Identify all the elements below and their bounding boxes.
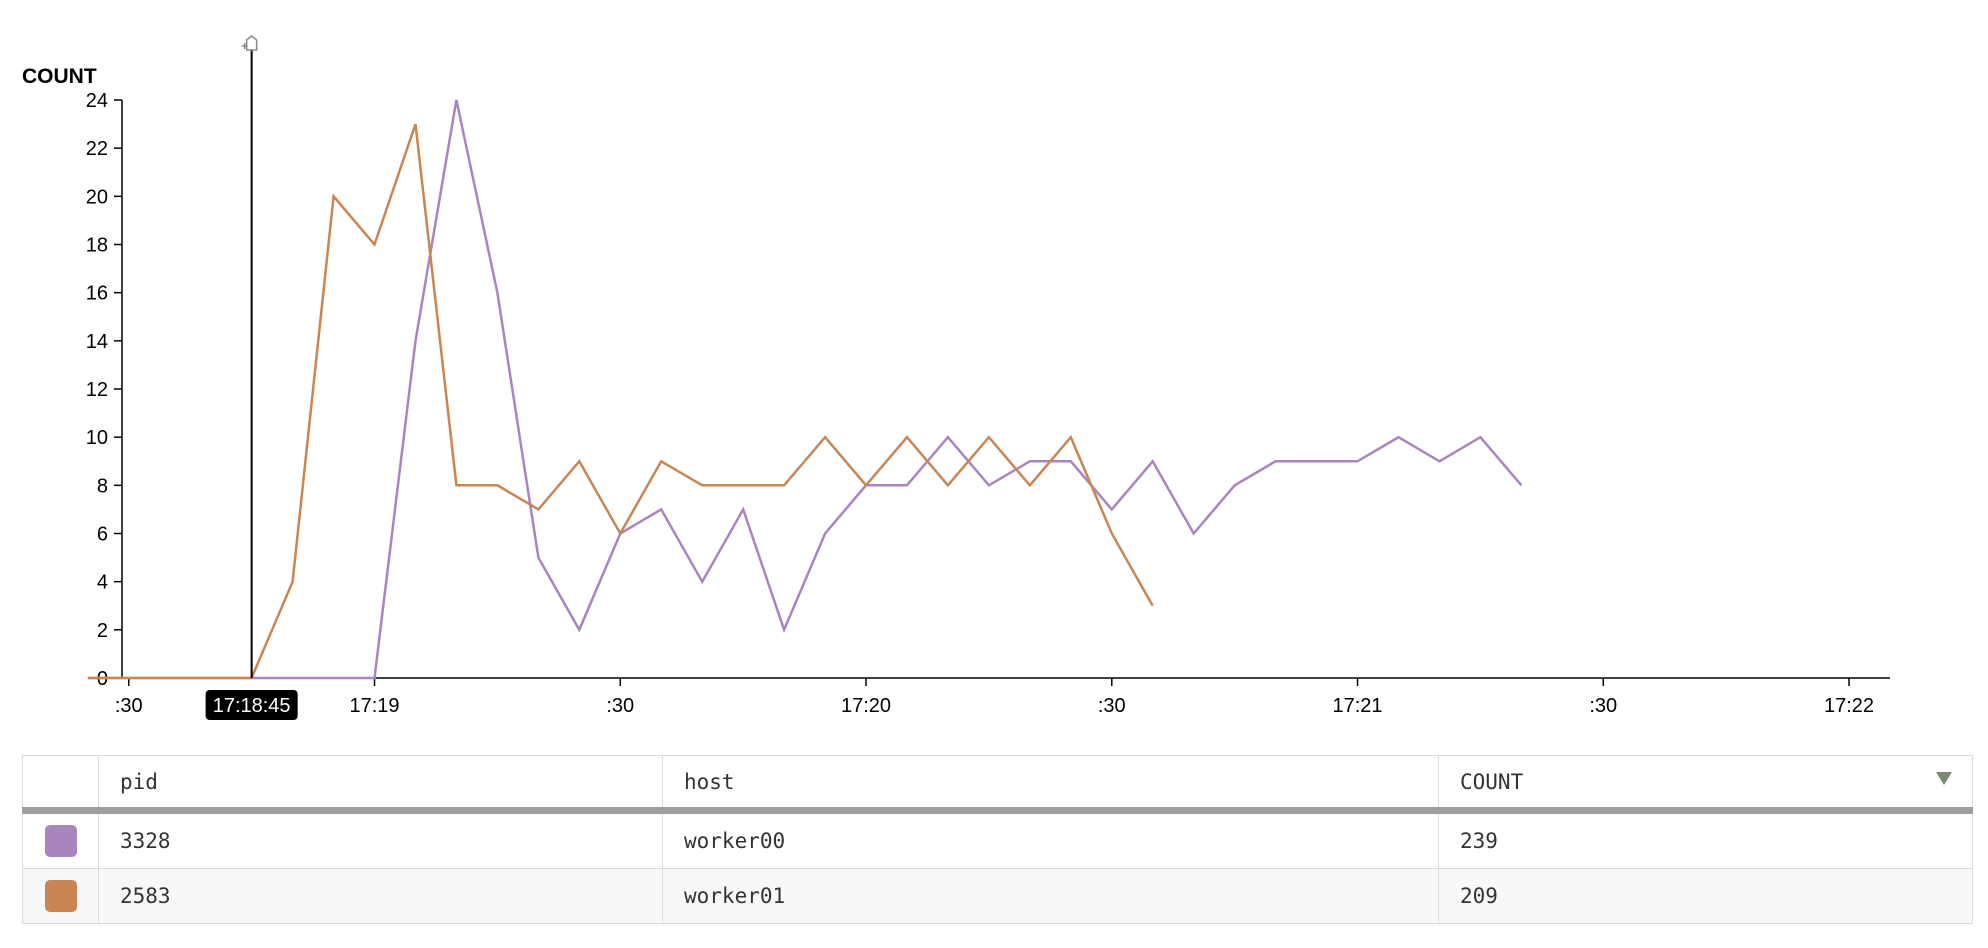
count-column-header[interactable]: COUNT: [1438, 755, 1973, 814]
x-tick-label: :30: [1589, 695, 1617, 717]
series-line[interactable]: [87, 99, 1523, 680]
host-cell: worker00: [662, 810, 1439, 869]
y-tick-label: 24: [86, 90, 108, 112]
y-tick-label: 6: [97, 524, 108, 546]
count-cell: 239: [1438, 810, 1973, 869]
host-column-header[interactable]: host: [662, 755, 1439, 814]
x-tick-label: 17:21: [1333, 695, 1383, 717]
legend-row[interactable]: 2583 worker01 209: [22, 868, 1973, 924]
y-tick-label: 16: [86, 283, 108, 305]
y-tick-label: 14: [86, 331, 108, 353]
cursor-time-text: 17:18:45: [213, 695, 291, 717]
x-tick-label: :30: [606, 695, 634, 717]
sort-descending-icon[interactable]: [1936, 772, 1952, 785]
y-tick-label: 10: [86, 427, 108, 449]
legend-row[interactable]: 3328 worker00 239: [22, 810, 1973, 869]
pid-column-header[interactable]: pid: [98, 755, 663, 814]
host-cell: worker01: [662, 868, 1439, 924]
y-axis-label: COUNT: [22, 65, 97, 88]
y-tick-label: 8: [97, 475, 108, 497]
y-tick-label: 22: [86, 138, 108, 160]
series-color-swatch[interactable]: [44, 880, 77, 912]
x-tick-label: :30: [1098, 695, 1126, 717]
x-axis: :30 17:19 :30 17:20 :30 17:21 :30 17:22: [96, 677, 1890, 717]
x-tick-label: 17:22: [1824, 695, 1874, 717]
y-tick-label: 18: [86, 235, 108, 257]
color-column-header: [22, 755, 99, 814]
y-tick-label: 4: [97, 572, 108, 594]
x-tick-label: :30: [115, 695, 143, 717]
cursor-handle-icon[interactable]: [241, 35, 258, 51]
y-tick-label: 2: [97, 620, 108, 642]
y-tick-label: 20: [86, 186, 108, 208]
time-cursor[interactable]: 17:18:45: [205, 35, 298, 720]
count-cell: 209: [1438, 868, 1973, 924]
pid-cell: 3328: [98, 810, 663, 869]
legend-table: pid host COUNT 3328 worker00 239 2583 wo…: [22, 755, 1973, 924]
series-color-swatch[interactable]: [44, 825, 77, 857]
pid-cell: 2583: [98, 868, 663, 924]
x-tick-label: 17:20: [841, 695, 891, 717]
y-tick-label: 12: [86, 379, 108, 401]
series-layer: [87, 99, 1523, 680]
legend-header-row: pid host COUNT: [22, 755, 1973, 814]
x-tick-label: 17:19: [349, 695, 399, 717]
cursor-time-label: 17:18:45: [205, 690, 298, 720]
series-line[interactable]: [87, 123, 1154, 680]
count-column-label: COUNT: [1460, 769, 1524, 794]
